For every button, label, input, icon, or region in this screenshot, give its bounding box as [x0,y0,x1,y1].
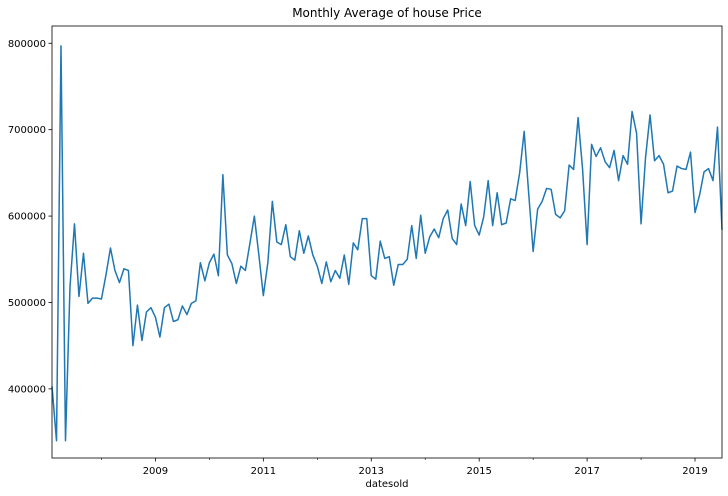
x-axis: 2009 2011 2013 2015 2017 2019 [101,458,708,477]
y-tick-label: 600000 [8,212,46,223]
x-tick-label: 2011 [251,466,276,477]
x-axis-label: datesold [365,479,408,490]
chart-title: Monthly Average of house Price [292,6,482,20]
x-tick-label: 2015 [466,466,491,477]
y-tick-label: 700000 [8,125,46,136]
x-tick-label: 2019 [682,466,707,477]
y-axis: 400000 500000 600000 700000 800000 [8,39,52,395]
y-tick-label: 800000 [8,39,46,50]
x-tick-label: 2017 [574,466,599,477]
x-tick-label: 2013 [359,466,384,477]
x-tick-label: 2009 [143,466,168,477]
plot-frame [51,25,723,459]
y-tick-label: 500000 [8,298,46,309]
series-line [51,45,723,442]
y-tick-label: 400000 [8,384,46,395]
